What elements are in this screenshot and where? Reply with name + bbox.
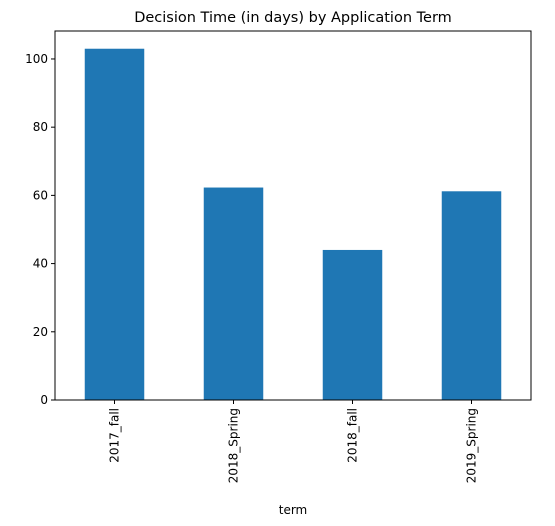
y-tick-label: 20 [33,325,48,339]
x-axis-label: term [279,503,308,517]
bar [203,187,264,400]
chart-title: Decision Time (in days) by Application T… [134,10,452,26]
x-tick-label: 2018_fall [346,408,360,463]
y-axis: 0 20 40 60 80 100 [25,52,55,407]
y-tick-label: 40 [33,257,48,271]
y-tick-label: 0 [40,393,48,407]
bar [441,191,502,400]
x-tick-label: 2017_fall [108,408,122,463]
bars [84,48,502,400]
y-tick-label: 60 [33,188,48,202]
x-tick-label: 2019_Spring [465,408,479,483]
x-tick-label: 2018_Spring [227,408,241,483]
bar [322,249,383,400]
bar [84,48,145,400]
plot-frame [54,30,532,401]
x-axis: 2017_fall 2018_Spring 2018_fall 2019_Spring [108,400,479,483]
y-tick-label: 100 [25,52,48,66]
y-tick-label: 80 [33,120,48,134]
